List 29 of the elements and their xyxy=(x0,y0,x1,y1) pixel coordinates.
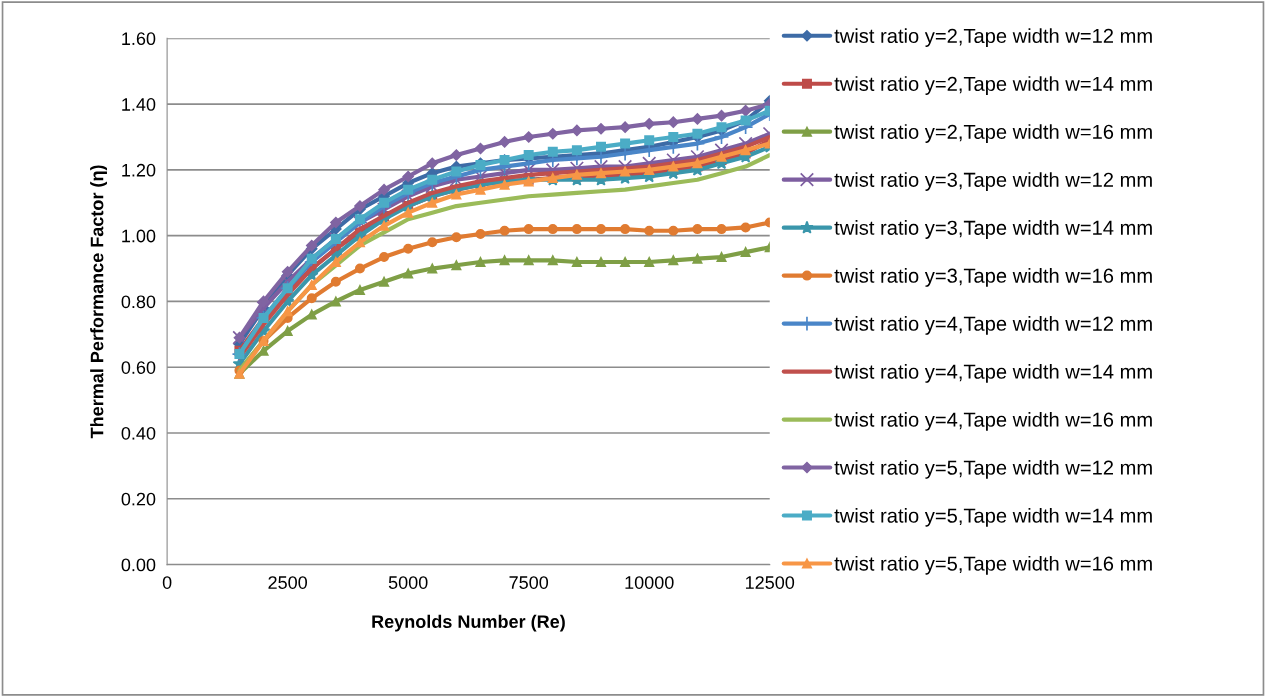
legend-label: twist ratio y=2,Tape width w=14 mm xyxy=(834,76,1152,95)
legend-label: twist ratio y=4,Tape width w=12 mm xyxy=(834,316,1152,335)
legend-label: twist ratio y=5,Tape width w=12 mm xyxy=(834,459,1152,479)
legend-label: twist ratio y=2,Tape width w=12 mm xyxy=(834,28,1152,47)
legend-label: twist ratio y=4,Tape width w=14 mm xyxy=(834,364,1152,383)
y-tick-label: 0.40 xyxy=(121,426,156,440)
y-tick-label: 0.00 xyxy=(121,558,156,572)
legend-label: twist ratio y=5,Tape width w=14 mm xyxy=(834,507,1152,527)
x-tick-label: 0 xyxy=(162,576,172,589)
y-tick-label: 0.80 xyxy=(121,295,156,309)
x-tick-label: 10000 xyxy=(625,576,674,589)
legend-label: twist ratio y=2,Tape width w=16 mm xyxy=(834,124,1152,143)
legend-label: twist ratio y=3,Tape width w=16 mm xyxy=(834,268,1152,287)
x-tick-label: 12500 xyxy=(746,576,795,589)
x-tick-label: 7500 xyxy=(509,576,549,589)
y-tick-label: 1.40 xyxy=(122,98,156,111)
y-tick-label: 1.20 xyxy=(122,163,156,177)
x-tick-label: 2500 xyxy=(268,576,308,589)
y-tick-label: 0.60 xyxy=(121,361,156,374)
legend-label: twist ratio y=4,Tape width w=16 mm xyxy=(834,412,1152,431)
x-axis-title: Reynolds Number (Re) xyxy=(372,614,565,632)
y-axis-title: Thermal Performance Factor (η) xyxy=(90,165,107,439)
legend-label: twist ratio y=3,Tape width w=14 mm xyxy=(834,220,1152,239)
legend-label: twist ratio y=3,Tape width w=12 mm xyxy=(834,172,1152,191)
y-tick-label: 0.20 xyxy=(121,492,156,506)
legend-label: twist ratio y=5,Tape width w=16 mm xyxy=(834,555,1152,575)
y-tick-label: 1.60 xyxy=(122,32,156,46)
x-tick-label: 5000 xyxy=(388,576,428,589)
y-tick-label: 1.00 xyxy=(122,229,156,243)
